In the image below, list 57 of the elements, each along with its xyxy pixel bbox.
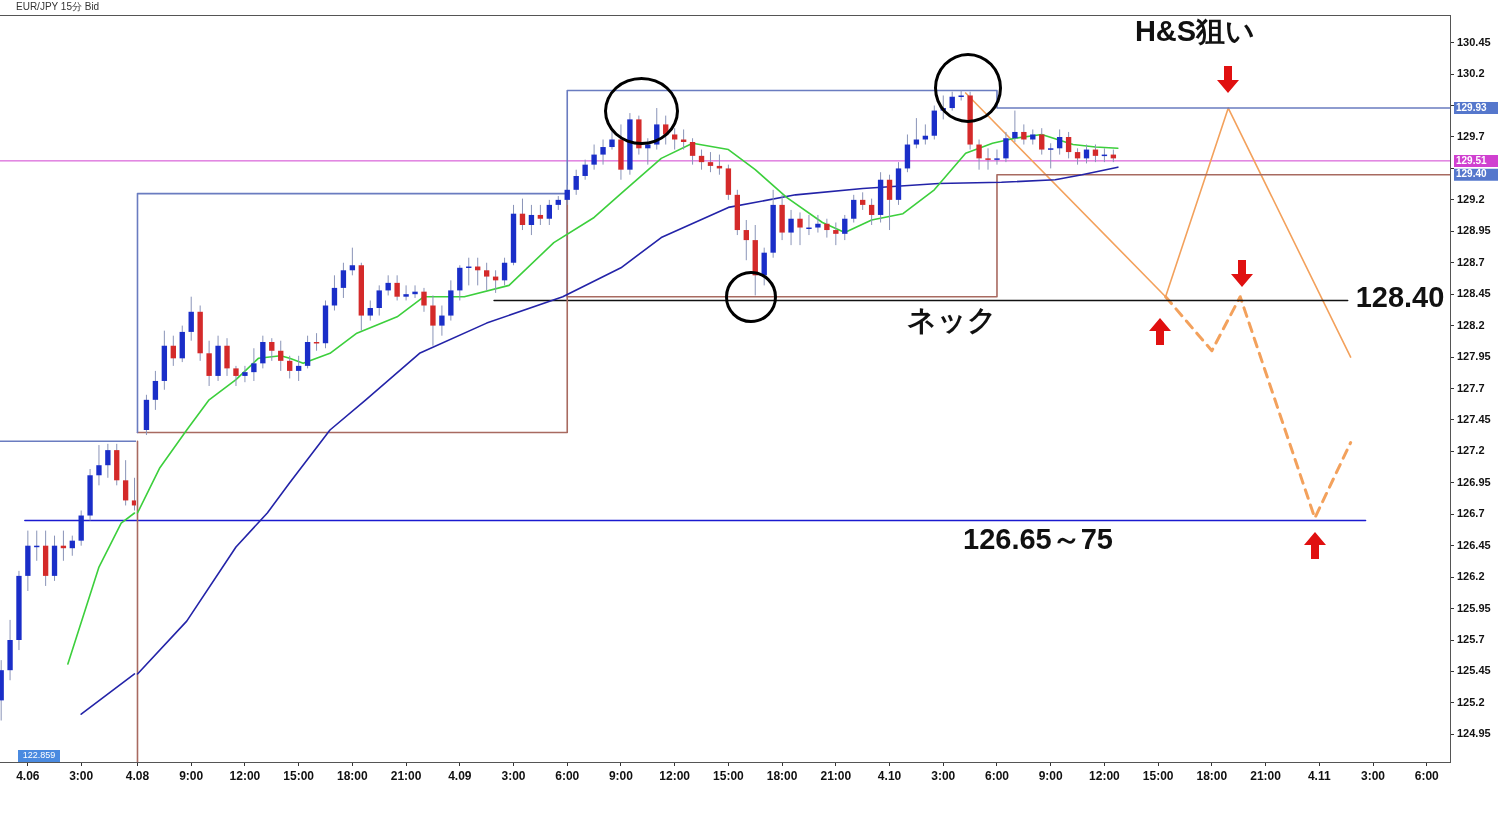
x-tick-label: 18:00 — [1196, 768, 1228, 783]
annotation: 122.859 — [22, 750, 56, 761]
y-tick-label: 124.95 — [1457, 727, 1491, 740]
y-tick-label: 128.45 — [1457, 287, 1491, 300]
y-tick-label: 128.2 — [1457, 318, 1485, 331]
x-tick-label: 3:00 — [1360, 768, 1386, 783]
ref-line-label: 129.51 — [1456, 154, 1488, 166]
x-tick-label: 12:00 — [1089, 768, 1121, 783]
y-tick-label: 126.95 — [1457, 475, 1491, 488]
y-tick-label: 125.7 — [1457, 633, 1485, 646]
x-tick-label: 3:00 — [69, 768, 94, 783]
y-tick-label: 127.45 — [1457, 412, 1491, 425]
x-tick-label: 3:00 — [501, 768, 526, 783]
x-tick-label: 4.06 — [16, 768, 40, 783]
x-tick-label: 6:00 — [984, 768, 1010, 783]
y-tick-label: 129.2 — [1457, 192, 1485, 205]
x-tick-label: 3:00 — [931, 768, 956, 783]
annotation: ネック — [907, 304, 997, 336]
y-tick-label: 128.95 — [1457, 224, 1491, 237]
y-tick-label: 130.45 — [1457, 35, 1491, 48]
x-tick-label: 15:00 — [283, 768, 315, 783]
x-tick-label: 15:00 — [713, 768, 745, 783]
x-tick-label: 9:00 — [1038, 768, 1064, 783]
x-tick-label: 4.08 — [125, 768, 150, 783]
y-tick-label: 127.95 — [1457, 350, 1491, 363]
x-tick-label: 4.09 — [448, 768, 472, 783]
y-tick-label: 126.7 — [1457, 507, 1485, 520]
x-tick-label: 21:00 — [390, 768, 422, 783]
y-tick-label: 127.7 — [1457, 381, 1485, 394]
x-tick-label: 21:00 — [1250, 768, 1282, 783]
x-tick-label: 12:00 — [229, 768, 261, 783]
x-tick-label: 12:00 — [659, 768, 691, 783]
x-tick-label: 9:00 — [608, 768, 634, 783]
x-tick-label: 18:00 — [337, 768, 369, 783]
chart-title: EUR/JPY 15分 Bid — [16, 0, 100, 12]
annotation: H&S狙い — [1134, 15, 1256, 47]
y-tick-label: 129.7 — [1457, 130, 1485, 143]
y-tick-label: 125.2 — [1457, 695, 1485, 708]
x-tick-label: 21:00 — [820, 768, 852, 783]
y-tick-label: 128.7 — [1457, 255, 1485, 268]
annotation: 129.93 — [1456, 101, 1488, 113]
x-tick-label: 9:00 — [179, 768, 204, 783]
y-tick-label: 127.2 — [1457, 444, 1485, 457]
x-tick-label: 6:00 — [555, 768, 580, 783]
x-tick-label: 6:00 — [1414, 768, 1440, 783]
annotation: 126.65～75 — [963, 523, 1113, 555]
y-tick-label: 125.45 — [1457, 664, 1491, 677]
y-tick-label: 126.45 — [1457, 538, 1491, 551]
x-tick-label: 15:00 — [1142, 768, 1174, 783]
x-tick-label: 4.11 — [1307, 768, 1331, 783]
y-tick-label: 125.95 — [1457, 601, 1491, 614]
y-tick-label: 130.2 — [1457, 67, 1485, 80]
annotation: 128.40 — [1355, 281, 1445, 313]
x-tick-label: 4.10 — [877, 768, 902, 783]
x-tick-label: 18:00 — [766, 768, 798, 783]
y-tick-label: 126.2 — [1457, 570, 1485, 583]
annotation: 129.40 — [1456, 168, 1488, 180]
